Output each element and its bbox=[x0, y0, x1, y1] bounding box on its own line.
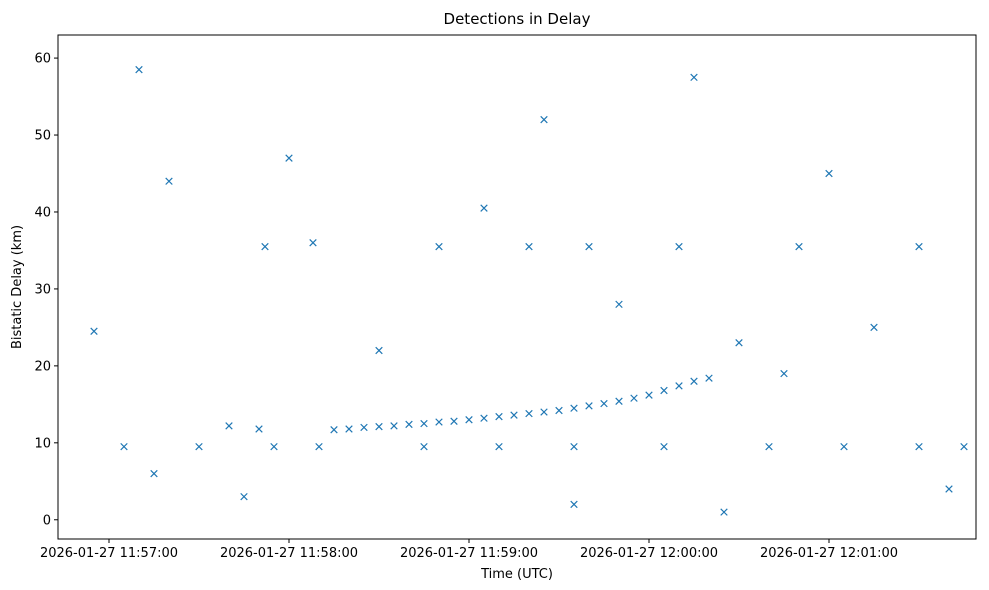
data-point bbox=[645, 391, 653, 399]
data-point bbox=[315, 442, 323, 451]
data-point bbox=[585, 242, 593, 251]
data-point bbox=[705, 374, 713, 382]
y-tick-label: 50 bbox=[34, 129, 51, 144]
data-point bbox=[720, 508, 728, 516]
data-point bbox=[120, 442, 128, 451]
data-point bbox=[225, 422, 233, 430]
x-tick-label: 2026-01-27 12:00:00 bbox=[580, 546, 718, 561]
data-point bbox=[555, 406, 563, 415]
data-point bbox=[150, 469, 158, 478]
data-point bbox=[945, 485, 953, 493]
data-point bbox=[795, 242, 803, 251]
y-tick-label: 20 bbox=[34, 359, 51, 374]
data-point bbox=[525, 242, 533, 251]
data-point bbox=[570, 404, 578, 412]
y-tick-label: 0 bbox=[43, 513, 51, 528]
data-point bbox=[630, 394, 638, 402]
data-point bbox=[675, 382, 683, 390]
y-axis-label: Bistatic Delay (km) bbox=[10, 225, 25, 349]
data-point bbox=[690, 73, 698, 82]
data-point bbox=[915, 442, 923, 451]
data-point bbox=[420, 442, 428, 451]
data-point bbox=[375, 422, 383, 431]
data-point bbox=[135, 65, 143, 74]
data-point bbox=[450, 417, 458, 425]
data-point bbox=[465, 416, 473, 424]
data-point bbox=[420, 419, 428, 428]
data-point bbox=[195, 442, 203, 451]
data-point bbox=[690, 377, 698, 385]
x-tick-label: 2026-01-27 12:01:00 bbox=[760, 546, 898, 561]
data-point bbox=[615, 300, 623, 309]
data-point bbox=[390, 422, 398, 430]
data-point bbox=[240, 492, 248, 501]
data-point bbox=[960, 442, 968, 451]
data-point bbox=[780, 369, 788, 378]
data-point bbox=[510, 411, 518, 419]
x-tick-label: 2026-01-27 11:59:00 bbox=[400, 546, 538, 561]
data-point bbox=[309, 239, 317, 247]
y-axis: 0 10 20 30 40 50 60 bbox=[34, 52, 58, 528]
chart-title: Detections in Delay bbox=[444, 10, 591, 28]
x-tick-label: 2026-01-27 11:58:00 bbox=[220, 546, 358, 561]
data-point bbox=[255, 425, 263, 433]
data-point bbox=[330, 426, 338, 434]
data-point bbox=[570, 442, 578, 451]
y-tick-label: 10 bbox=[34, 436, 51, 451]
data-point bbox=[675, 242, 683, 251]
data-point bbox=[585, 402, 593, 410]
data-point bbox=[870, 323, 878, 332]
data-point bbox=[570, 500, 578, 509]
y-tick-label: 40 bbox=[34, 205, 51, 220]
data-point bbox=[600, 399, 608, 408]
data-point bbox=[540, 115, 548, 124]
data-point bbox=[435, 418, 443, 426]
y-tick-label: 60 bbox=[34, 52, 51, 67]
data-point bbox=[261, 242, 269, 251]
data-point bbox=[270, 442, 278, 451]
data-point bbox=[525, 409, 533, 418]
data-point bbox=[765, 442, 773, 451]
data-point bbox=[660, 386, 668, 395]
data-point bbox=[345, 425, 353, 433]
x-axis-label: Time (UTC) bbox=[480, 567, 553, 582]
data-point bbox=[435, 242, 443, 251]
y-tick-label: 30 bbox=[34, 282, 51, 297]
plot-frame bbox=[57, 34, 977, 540]
data-point bbox=[375, 346, 383, 355]
data-point bbox=[540, 408, 548, 416]
data-point bbox=[735, 339, 743, 347]
x-axis: 2026-01-27 11:57:00 2026-01-27 11:58:00 20… bbox=[40, 539, 898, 561]
x-tick-label: 2026-01-27 11:57:00 bbox=[40, 546, 178, 561]
data-point bbox=[825, 169, 833, 178]
data-point bbox=[165, 177, 173, 185]
data-point bbox=[495, 412, 503, 421]
data-point bbox=[660, 442, 668, 451]
data-point bbox=[480, 204, 488, 212]
data-point bbox=[90, 327, 98, 335]
data-point bbox=[480, 414, 488, 422]
data-point bbox=[405, 420, 413, 429]
data-point bbox=[285, 154, 293, 162]
points-layer bbox=[90, 65, 968, 516]
data-point bbox=[915, 242, 923, 251]
data-point bbox=[495, 442, 503, 451]
data-point bbox=[615, 397, 623, 405]
data-point bbox=[840, 442, 848, 451]
data-point bbox=[360, 423, 368, 432]
